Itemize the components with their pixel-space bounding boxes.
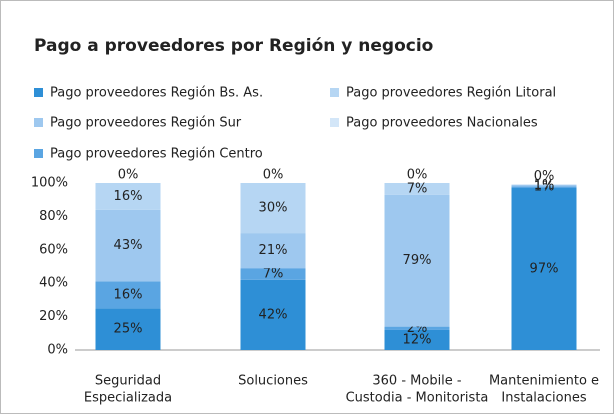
- legend-label: Pago proveedores Región Litoral: [346, 86, 556, 101]
- y-tick-label: 80%: [39, 209, 68, 224]
- y-tick-label: 20%: [39, 309, 68, 324]
- value-label: 7%: [263, 267, 284, 282]
- value-label: 43%: [114, 238, 143, 253]
- value-label: 0%: [534, 169, 555, 184]
- x-tick-label: 360 - Mobile -: [372, 374, 462, 389]
- value-label: 97%: [530, 262, 559, 277]
- legend-label: Pago proveedores Región Centro: [50, 147, 263, 162]
- bar-segment: [95, 183, 161, 210]
- value-label: 0%: [407, 168, 428, 183]
- bar-segment: [240, 268, 306, 280]
- value-label: 25%: [114, 322, 143, 337]
- bar-segment: [511, 184, 577, 187]
- value-label: 21%: [259, 243, 288, 258]
- value-label: 16%: [114, 189, 143, 204]
- legend-swatch: [330, 88, 339, 97]
- value-label: 16%: [114, 287, 143, 302]
- bar-segment: [95, 281, 161, 309]
- legend-label: Pago proveedores Región Bs. As.: [50, 86, 263, 101]
- value-label: 30%: [259, 201, 288, 216]
- legend-swatch: [34, 118, 43, 127]
- bar-segment: [384, 326, 450, 330]
- x-tick-label: Mantenimiento e: [489, 374, 599, 389]
- value-label: 42%: [259, 307, 288, 322]
- value-label: 1%: [534, 180, 555, 195]
- x-tick-label: Seguridad: [95, 374, 161, 389]
- bar-segment: [511, 188, 577, 350]
- x-tick-label: Instalaciones: [501, 391, 586, 406]
- value-label: 7%: [407, 181, 428, 196]
- value-label: 12%: [403, 332, 432, 347]
- bar-segment: [511, 186, 577, 189]
- y-tick-label: 0%: [47, 343, 68, 358]
- value-label: 0%: [263, 168, 284, 183]
- legend-swatch: [330, 118, 339, 127]
- legend-label: Pago proveedores Región Sur: [50, 116, 242, 131]
- legend-label: Pago proveedores Nacionales: [346, 116, 538, 131]
- bar-segment: [384, 183, 450, 195]
- value-label: 0%: [118, 168, 139, 183]
- bar-segment: [240, 233, 306, 269]
- bar-segment: [95, 308, 161, 350]
- legend-swatch: [34, 149, 43, 158]
- chart-title: Pago a proveedores por Región y negocio: [34, 36, 433, 56]
- y-tick-label: 40%: [39, 276, 68, 291]
- x-tick-label: Soluciones: [238, 374, 308, 389]
- bar-segment: [240, 183, 306, 234]
- value-label: 79%: [403, 253, 432, 268]
- y-tick-label: 60%: [39, 242, 68, 257]
- x-tick-label: Custodia - Monitorista: [346, 391, 489, 406]
- bar-segment: [384, 329, 450, 350]
- bar-segment: [384, 194, 450, 327]
- x-tick-label: Especializada: [84, 391, 172, 406]
- bar-segment: [240, 279, 306, 350]
- legend-swatch: [34, 88, 43, 97]
- bar-segment: [95, 209, 161, 282]
- y-tick-label: 100%: [31, 176, 68, 191]
- value-label: 1%: [534, 178, 555, 193]
